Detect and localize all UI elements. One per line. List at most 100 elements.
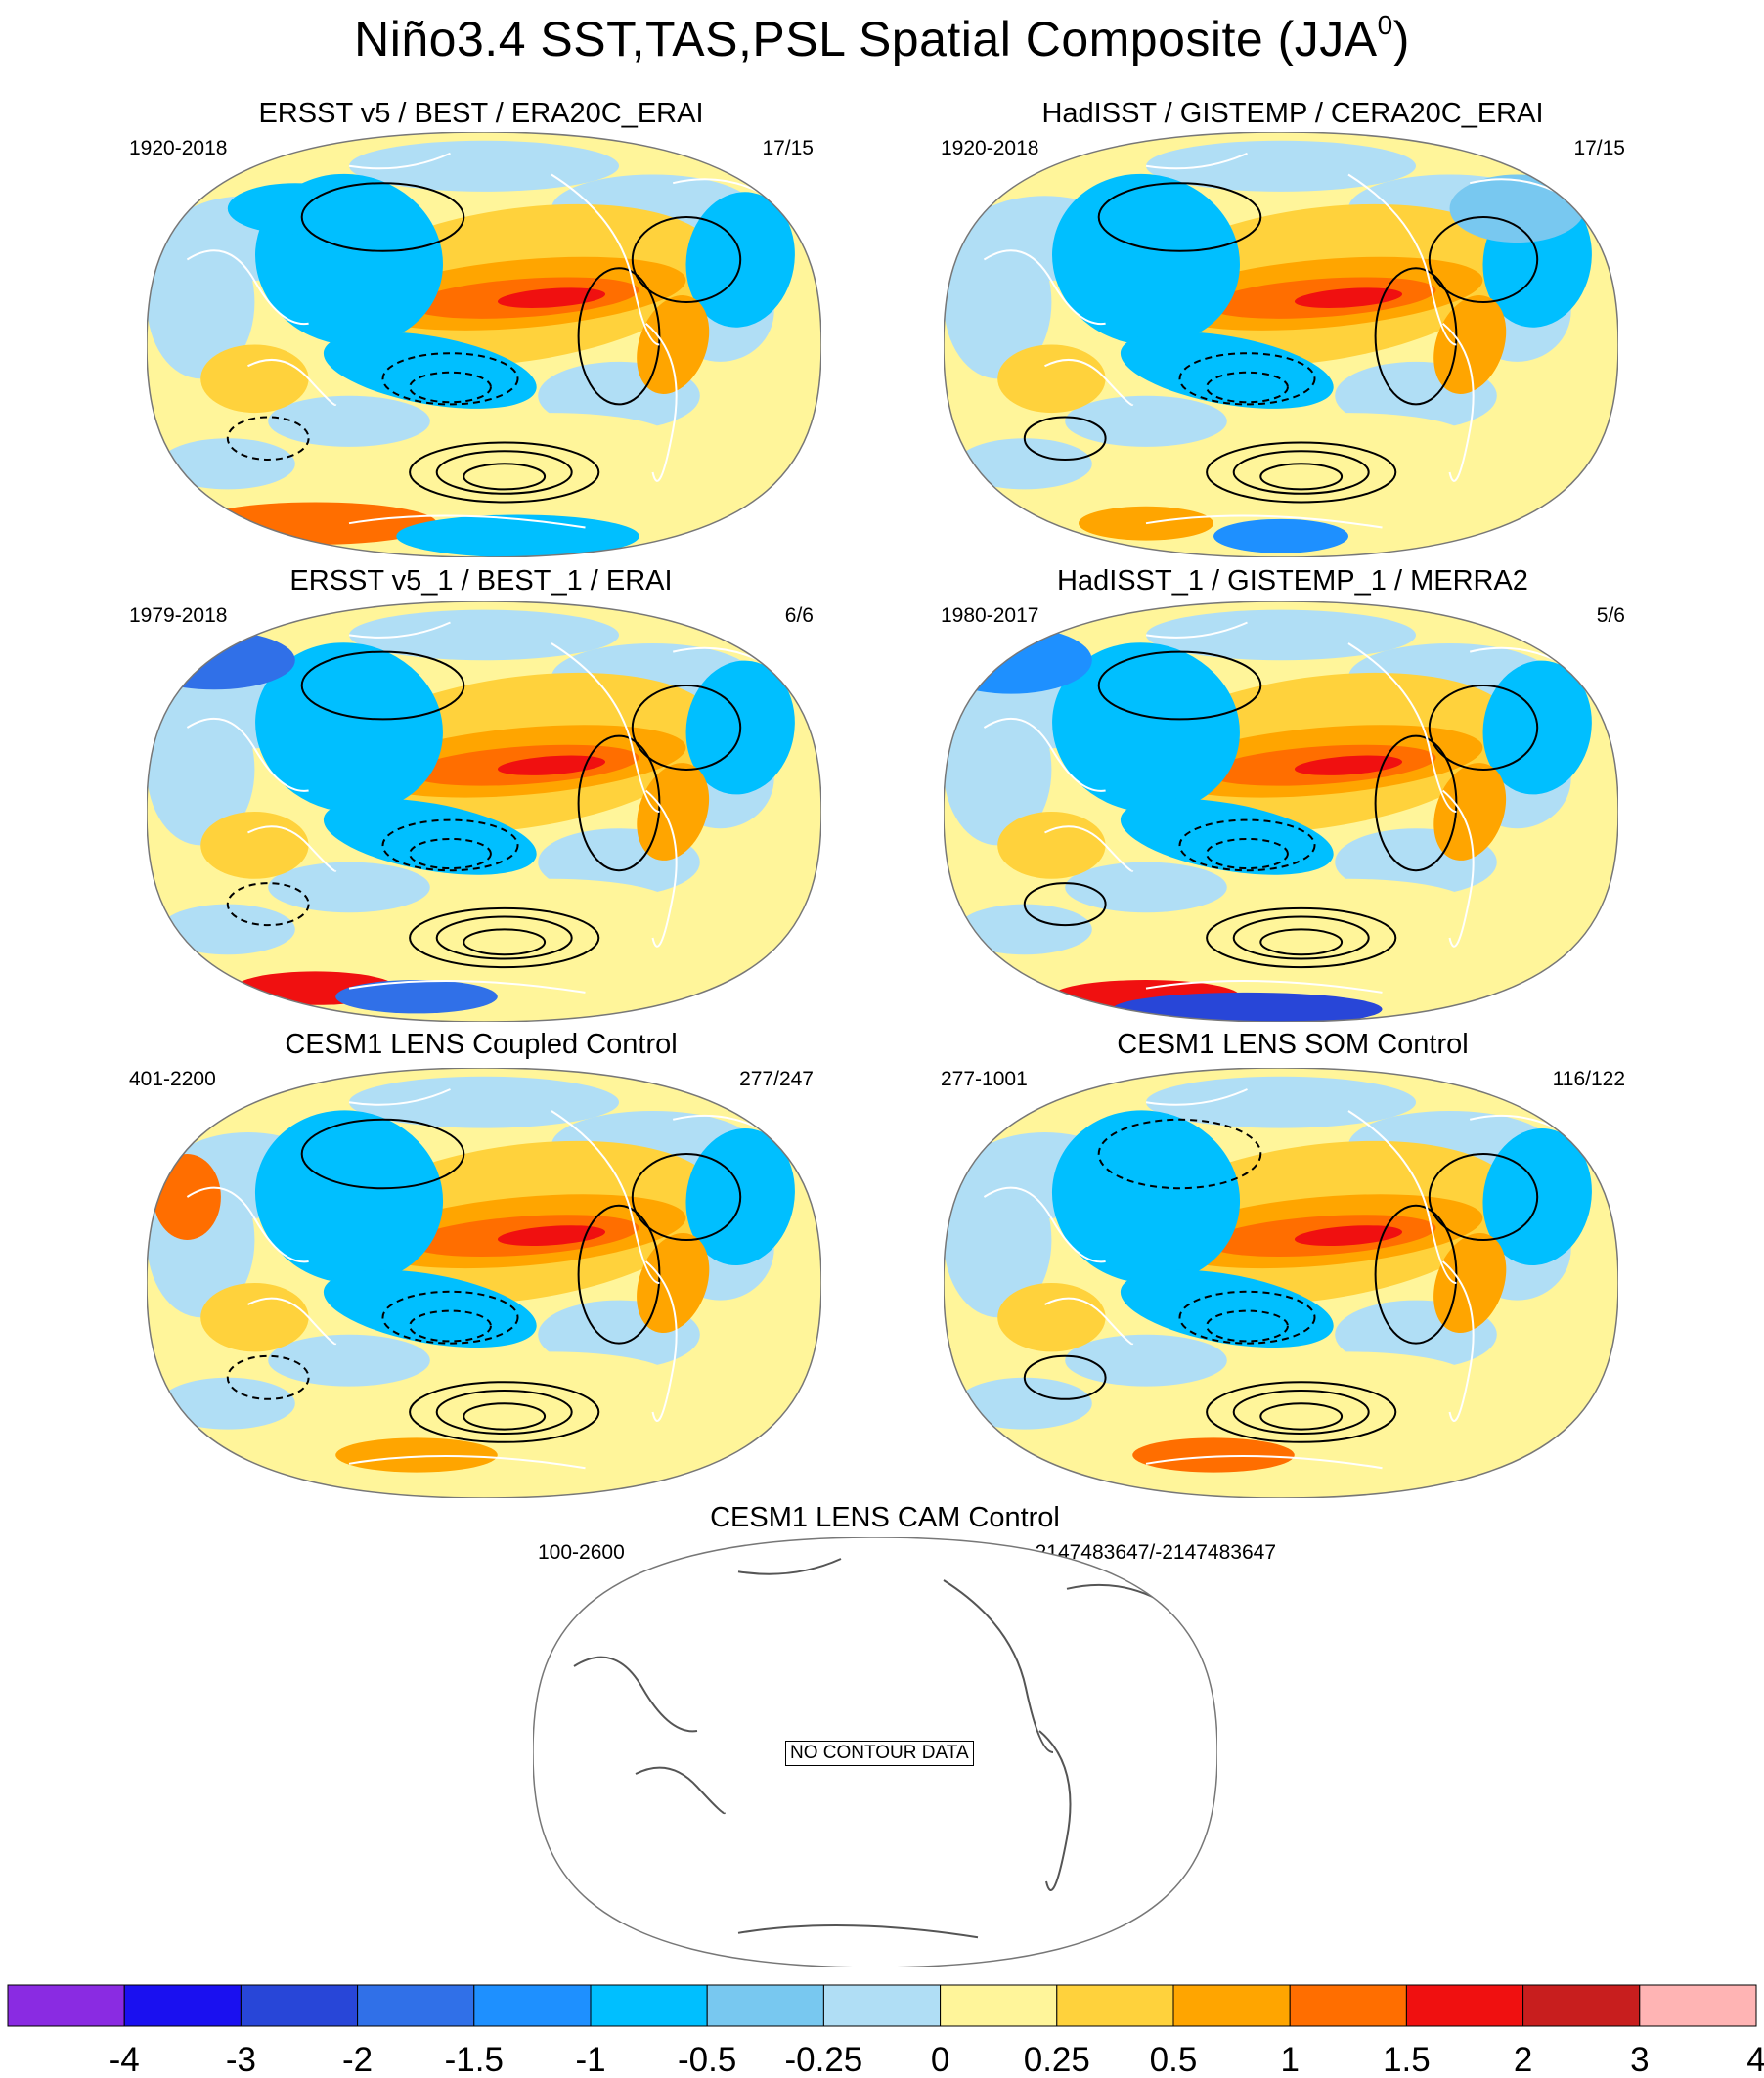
panel-years: 401-2200 — [129, 1068, 216, 1090]
colorbar-tick-label: -3 — [226, 2041, 256, 2078]
colorbar-swatch — [123, 1984, 242, 2027]
psl-contour-negative — [409, 837, 492, 870]
coastline — [1145, 621, 1248, 639]
anomaly-patch — [268, 395, 430, 447]
colorbar-swatch — [1522, 1984, 1641, 2027]
coastline — [737, 1558, 842, 1575]
coastline — [1145, 514, 1383, 529]
colorbar-tick-label: 0 — [931, 2041, 949, 2078]
coastline — [983, 718, 1106, 792]
psl-contour-positive — [631, 685, 742, 771]
panel-count: -2147483647/-2147483647 — [1028, 1541, 1276, 1564]
colorbar-tick-label: 2 — [1514, 2041, 1532, 2078]
anomaly-region — [1496, 374, 1606, 443]
colorbar-tick-label: 1 — [1280, 2041, 1299, 2078]
psl-contour-positive — [300, 1118, 465, 1190]
anomaly-patch — [349, 1076, 619, 1128]
psl-contour-negative — [1206, 371, 1289, 404]
coastline — [551, 642, 660, 813]
coastline — [1441, 1260, 1475, 1422]
map-plot — [147, 1068, 821, 1498]
psl-contour-positive — [1023, 416, 1107, 461]
psl-contour-positive — [409, 906, 600, 969]
anomaly-region — [335, 980, 498, 1014]
anomaly-region — [699, 1312, 809, 1383]
panel-title: CESM1 LENS SOM Control — [1117, 1029, 1469, 1060]
coastline — [1441, 322, 1475, 482]
anomaly-region — [997, 344, 1106, 414]
coastline — [348, 1454, 586, 1470]
anomaly-patch — [268, 862, 430, 913]
coastline — [348, 979, 586, 994]
psl-contour-positive — [435, 915, 573, 960]
psl-contour-positive — [1206, 1381, 1397, 1443]
anomaly-region — [335, 1437, 498, 1473]
colorbar-swatch — [1289, 1984, 1407, 2027]
psl-contour-positive — [631, 1153, 742, 1241]
colorbar-tick-label: -4 — [110, 2041, 140, 2078]
coastline — [1145, 1088, 1248, 1106]
panel-years: 1979-2018 — [129, 604, 228, 627]
coastline — [247, 1297, 337, 1346]
psl-contour-negative — [1206, 837, 1289, 870]
panel-count: 116/122 — [1552, 1068, 1625, 1090]
coastline — [1044, 825, 1134, 872]
anomaly-region — [497, 1225, 606, 1246]
colorbar-swatch — [357, 1984, 475, 2027]
colorbar-tick-label: -0.25 — [785, 2041, 863, 2078]
psl-contour-positive — [1097, 650, 1262, 721]
colorbar-tick-label: 0.25 — [1024, 2041, 1090, 2078]
psl-contour-negative — [226, 1354, 310, 1400]
psl-contour-negative — [226, 416, 310, 461]
anomaly-region — [1496, 841, 1606, 908]
psl-contour-positive — [1232, 450, 1370, 495]
coastline — [1145, 979, 1383, 994]
anomaly-region — [200, 344, 309, 414]
psl-contour-positive — [1259, 463, 1344, 491]
figure-title: Niño3.4 SST,TAS,PSL Spatial Composite (J… — [354, 10, 1410, 66]
psl-contour-negative — [381, 1290, 519, 1345]
psl-contour-positive — [1232, 915, 1370, 960]
psl-contour-negative — [1178, 352, 1316, 406]
psl-contour-positive — [1206, 441, 1397, 504]
anomaly-region — [497, 287, 606, 308]
coastline — [186, 718, 309, 792]
map-panel: CESM1 LENS SOM Control 277-1001 116/122 — [941, 1029, 1645, 1488]
map-panel: CESM1 LENS Coupled Control 401-2200 277/24… — [129, 1029, 833, 1488]
map-outline — [944, 132, 1618, 557]
psl-contour-positive — [409, 441, 600, 504]
coastline — [1044, 358, 1134, 406]
colorbar-swatch — [240, 1984, 359, 2027]
anomaly-patch — [159, 1377, 295, 1430]
anomaly-region — [396, 514, 639, 557]
anomaly-region — [997, 812, 1106, 879]
psl-contour-negative — [409, 1309, 492, 1343]
psl-contour-negative — [381, 818, 519, 872]
psl-contour-positive — [1259, 928, 1344, 956]
map-plot — [944, 1068, 1618, 1498]
anomaly-region — [1294, 1225, 1403, 1246]
colorbar-tick-label: -0.5 — [678, 2041, 736, 2078]
anomaly-region — [699, 374, 809, 443]
psl-contour-positive — [409, 1381, 600, 1443]
map-outline — [533, 1537, 1217, 1967]
coastline — [186, 249, 309, 326]
anomaly-region — [227, 183, 363, 235]
map-panel: ERSST v5 / BEST / ERA20C_ERAI 1920-2018 17… — [129, 98, 833, 557]
coastline — [551, 1110, 660, 1284]
psl-contour-positive — [1232, 1390, 1370, 1435]
colorbar-tick-label: 0.5 — [1150, 2041, 1198, 2078]
anomaly-patch — [956, 1377, 1092, 1430]
anomaly-region — [1213, 518, 1348, 553]
coastline — [644, 789, 678, 948]
coastline — [635, 1766, 726, 1815]
psl-contour-positive — [463, 463, 547, 491]
colorbar-swatch — [1172, 1984, 1291, 2027]
coastline — [737, 1923, 979, 1939]
panel-years: 100-2600 — [538, 1541, 625, 1564]
anomaly-patch — [349, 140, 619, 192]
anomaly-patch — [1146, 609, 1416, 661]
anomaly-region — [323, 332, 537, 409]
psl-contour-negative — [1206, 1309, 1289, 1343]
anomaly-patch — [956, 904, 1092, 955]
